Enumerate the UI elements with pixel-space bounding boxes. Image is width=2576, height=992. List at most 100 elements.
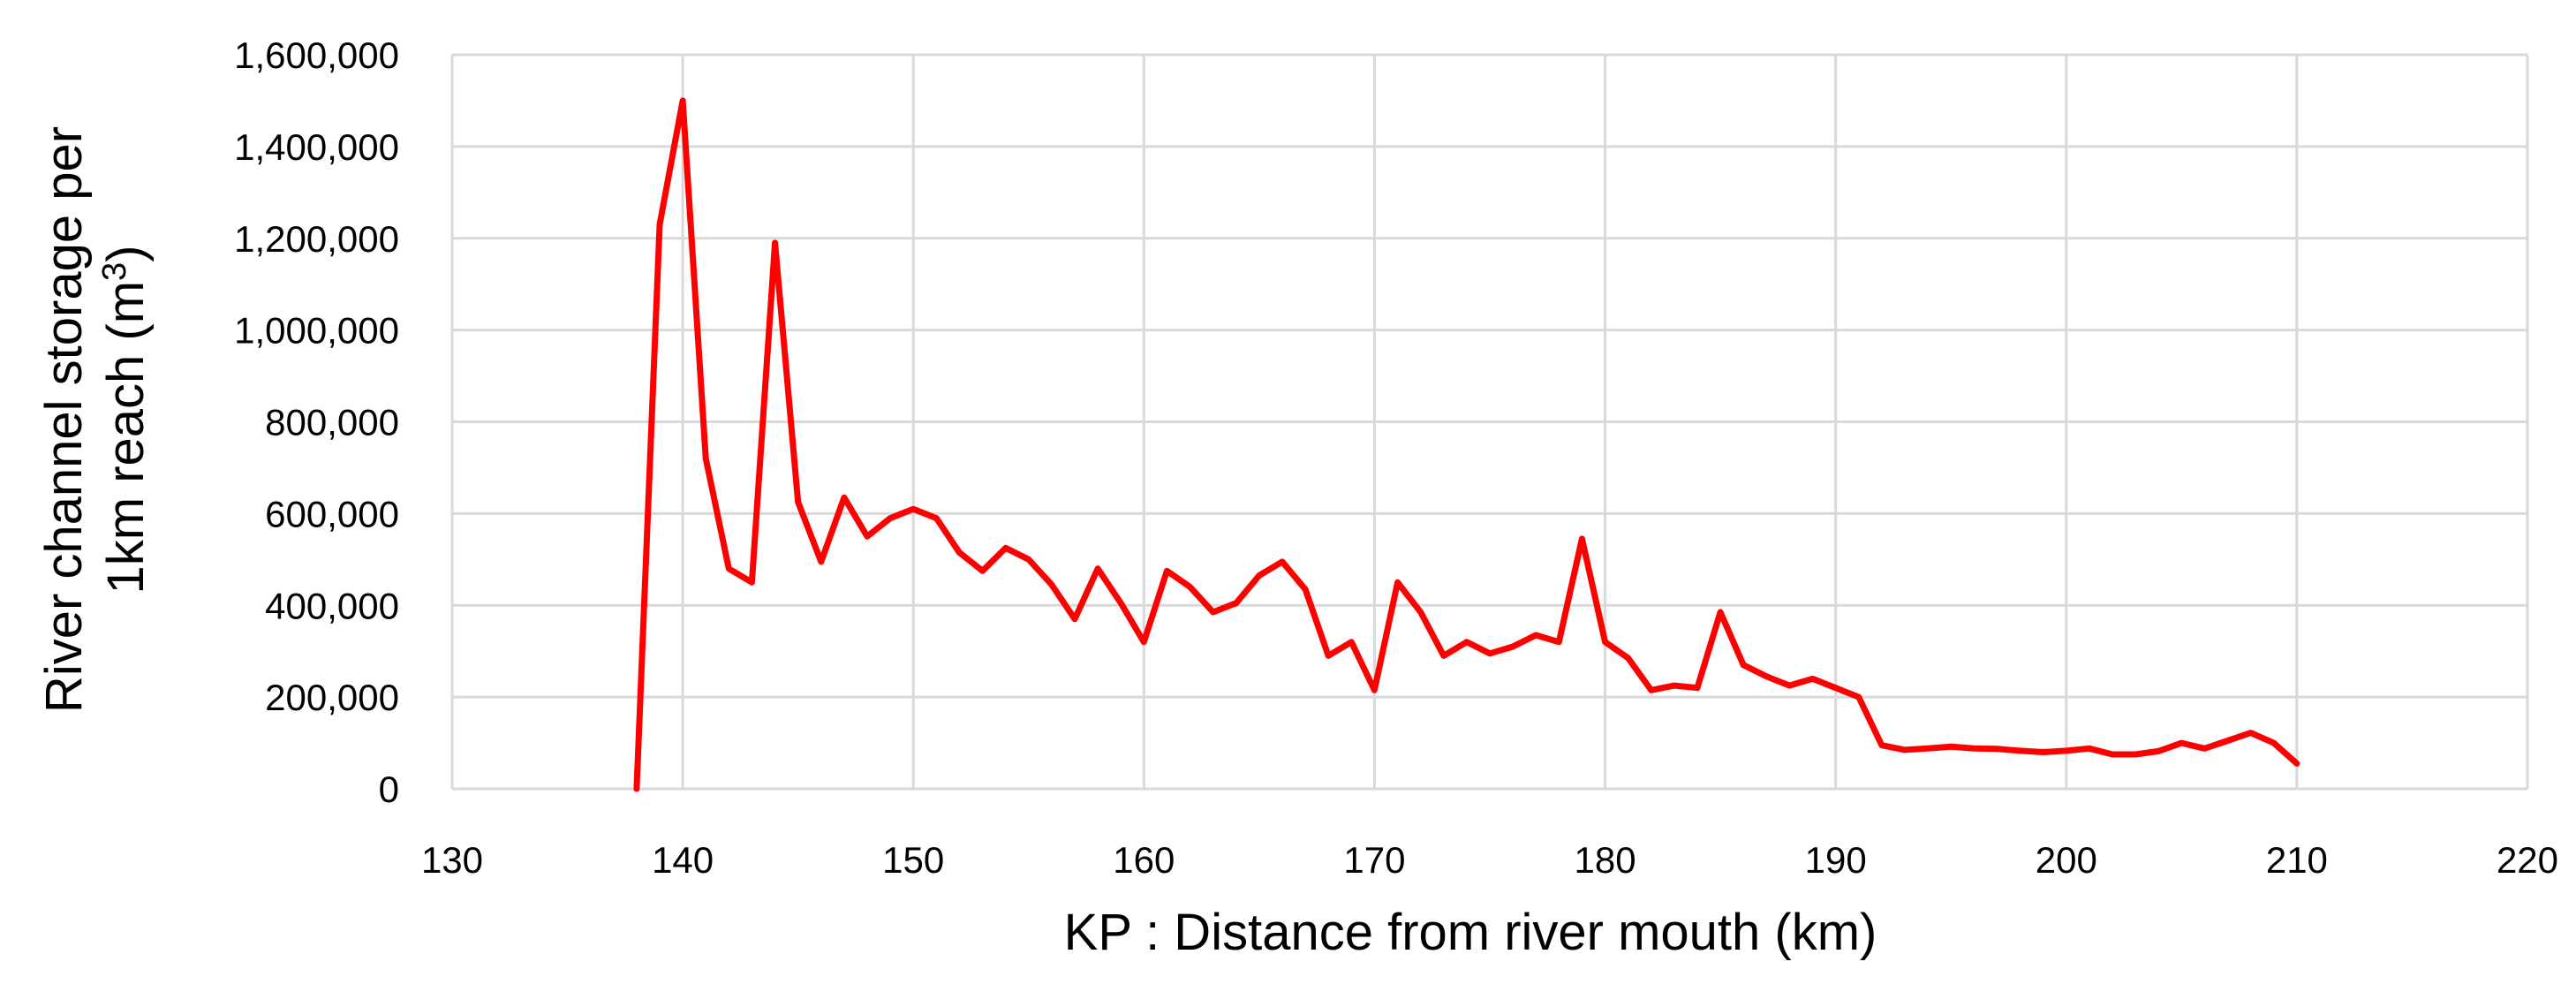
data-point bbox=[1809, 676, 1816, 682]
data-point bbox=[2293, 761, 2300, 767]
data-point bbox=[1487, 650, 1493, 656]
data-point bbox=[841, 495, 847, 501]
data-point bbox=[749, 579, 755, 586]
data-point bbox=[2110, 752, 2116, 758]
x-tick-label: 170 bbox=[1343, 839, 1405, 881]
data-point bbox=[979, 568, 986, 574]
y-tick-labels: 0 200,000 400,000 600,000 800,000 1,000,000 1,… bbox=[234, 34, 399, 810]
data-point bbox=[1326, 653, 1332, 659]
data-point bbox=[1210, 610, 1216, 616]
data-point bbox=[703, 456, 709, 462]
data-point bbox=[1072, 616, 1078, 622]
x-tick-label: 160 bbox=[1113, 839, 1175, 881]
data-point bbox=[1994, 746, 2000, 752]
y-tick-label: 400,000 bbox=[265, 585, 399, 626]
data-point bbox=[2225, 738, 2231, 744]
data-point bbox=[910, 506, 917, 512]
data-point bbox=[2179, 740, 2185, 746]
y-tick-label: 0 bbox=[379, 769, 399, 810]
x-tick-label: 210 bbox=[2266, 839, 2328, 881]
y-axis-title-line-2-main: 1km reach (m bbox=[97, 281, 155, 594]
y-tick-label: 1,400,000 bbox=[234, 126, 399, 168]
data-point bbox=[772, 239, 778, 246]
data-point bbox=[680, 97, 686, 103]
data-point bbox=[1787, 683, 1793, 689]
data-point bbox=[1048, 581, 1054, 587]
x-tick-labels: 130 140 150 160 170 180 190 200 210 220 bbox=[421, 839, 2558, 881]
data-point bbox=[1878, 742, 1885, 748]
data-point bbox=[1832, 685, 1839, 691]
data-point bbox=[888, 515, 894, 521]
x-tick-label: 150 bbox=[882, 839, 944, 881]
data-point bbox=[1348, 639, 1355, 645]
data-point bbox=[1303, 587, 1309, 593]
x-tick-label: 180 bbox=[1575, 839, 1636, 881]
data-point bbox=[2086, 746, 2092, 752]
y-tick-label: 1,000,000 bbox=[234, 310, 399, 352]
data-point bbox=[2040, 749, 2046, 755]
data-point bbox=[933, 515, 940, 521]
data-point bbox=[1718, 610, 1724, 616]
data-point bbox=[1025, 557, 1031, 563]
data-point bbox=[1394, 579, 1401, 586]
data-point bbox=[818, 558, 824, 564]
data-point bbox=[2247, 730, 2254, 736]
series-layer bbox=[633, 97, 2300, 792]
data-point bbox=[1602, 639, 1608, 645]
x-tick-label: 220 bbox=[2497, 839, 2558, 881]
data-point bbox=[1625, 655, 1631, 662]
data-point bbox=[1671, 683, 1677, 689]
data-point bbox=[1695, 685, 1701, 691]
data-point bbox=[1164, 568, 1170, 574]
x-tick-label: 200 bbox=[2036, 839, 2097, 881]
data-point bbox=[657, 222, 663, 228]
data-point bbox=[1417, 610, 1424, 616]
y-axis-title-line-1: River channel storage per bbox=[35, 126, 93, 713]
data-point bbox=[795, 499, 801, 505]
data-point bbox=[2202, 746, 2208, 752]
data-point bbox=[956, 549, 963, 556]
y-axis-title-line-2: 1km reach (m3) bbox=[96, 246, 155, 594]
data-point bbox=[1948, 744, 1954, 750]
x-axis-title: KP : Distance from river mouth (km) bbox=[1064, 904, 1877, 961]
data-point bbox=[1902, 746, 1908, 753]
data-point bbox=[1579, 535, 1585, 541]
data-point bbox=[865, 534, 871, 540]
data-point bbox=[1187, 584, 1193, 590]
y-tick-label: 1,600,000 bbox=[234, 34, 399, 76]
data-point bbox=[2156, 748, 2162, 754]
data-point bbox=[1648, 687, 1654, 693]
y-tick-label: 600,000 bbox=[265, 493, 399, 534]
data-point bbox=[1533, 632, 1539, 639]
data-point bbox=[2270, 740, 2277, 746]
x-tick-label: 130 bbox=[421, 839, 483, 881]
data-point bbox=[1764, 673, 1770, 679]
data-point bbox=[633, 786, 639, 792]
data-point bbox=[2017, 747, 2023, 753]
data-point bbox=[1463, 639, 1469, 645]
data-point bbox=[1741, 662, 1747, 668]
data-point bbox=[1925, 746, 1931, 752]
series-line bbox=[633, 97, 2300, 792]
data-point bbox=[2133, 752, 2139, 758]
data-point bbox=[1971, 746, 1977, 752]
data-point bbox=[1556, 639, 1562, 645]
data-point bbox=[1371, 687, 1378, 693]
data-point bbox=[1440, 653, 1447, 659]
data-point bbox=[1095, 565, 1101, 572]
y-axis-title-superscript: 3 bbox=[96, 262, 133, 281]
data-point bbox=[1280, 558, 1286, 564]
gridlines bbox=[450, 53, 2529, 791]
y-axis-title-line-2-end: ) bbox=[97, 246, 155, 262]
data-point bbox=[1233, 600, 1239, 606]
x-tick-label: 140 bbox=[652, 839, 714, 881]
data-point bbox=[1855, 694, 1862, 700]
data-point bbox=[2063, 747, 2069, 753]
data-point bbox=[726, 565, 732, 572]
x-tick-label: 190 bbox=[1805, 839, 1867, 881]
y-tick-label: 800,000 bbox=[265, 402, 399, 443]
data-point bbox=[1118, 600, 1124, 606]
data-point bbox=[1510, 644, 1516, 650]
